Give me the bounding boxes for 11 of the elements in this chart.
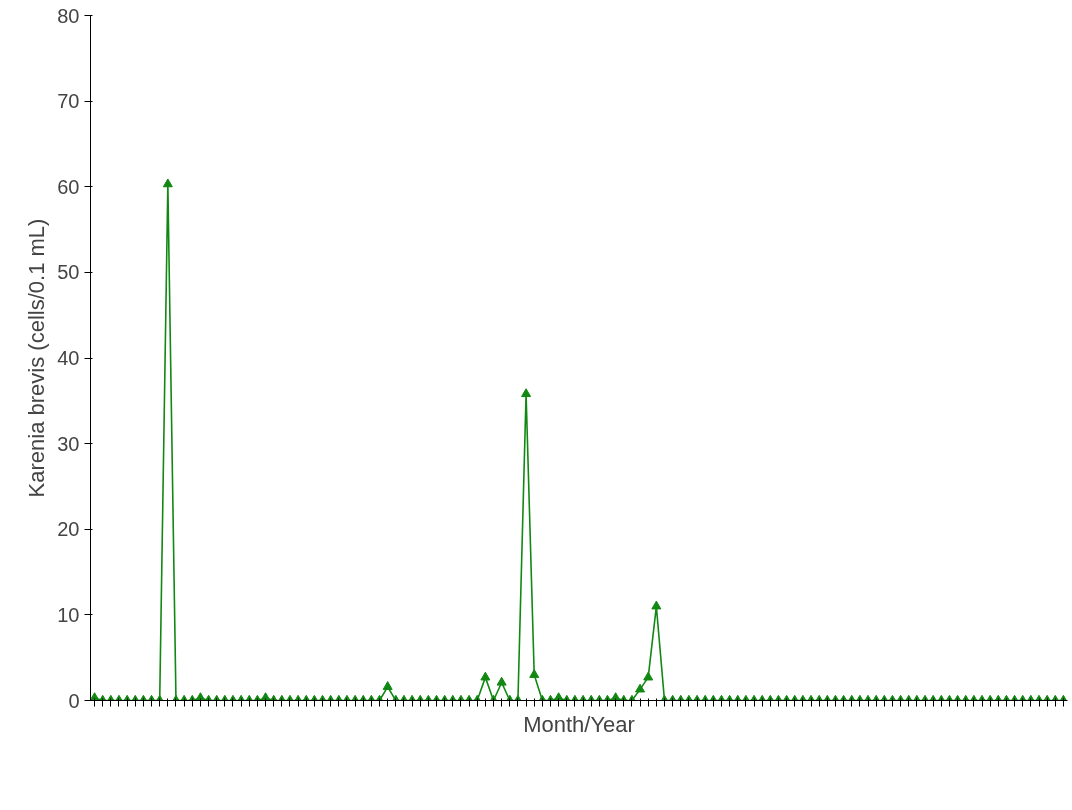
y-axis-title: Karenia brevis (cells/0.1 mL) xyxy=(24,218,50,498)
y-tick-label: 70 xyxy=(57,90,80,113)
y-tick-label: 80 xyxy=(57,4,80,27)
y-tick-label: 40 xyxy=(57,347,80,369)
y-tick-label: 50 xyxy=(57,261,80,284)
y-tick-label: 60 xyxy=(57,175,80,198)
y-tick-label: 10 xyxy=(57,603,80,626)
y-tick-label: 30 xyxy=(57,432,80,455)
y-tick-label: 0 xyxy=(68,689,80,712)
x-axis-title: Month/Year xyxy=(523,711,635,737)
y-tick-label: 20 xyxy=(57,518,80,541)
